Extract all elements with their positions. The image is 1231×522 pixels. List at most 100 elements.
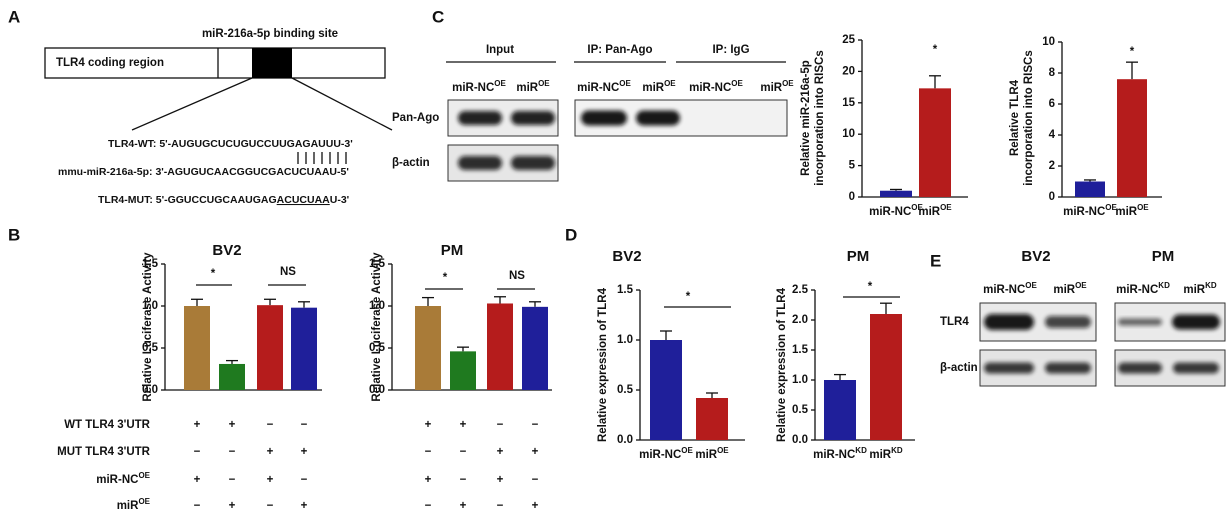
x-tick-label-base: miR xyxy=(918,206,940,218)
condition: − xyxy=(194,500,201,512)
y-axis-label: Relative expression of TLR4 xyxy=(776,287,788,442)
y-tick-label: 5 xyxy=(849,160,856,172)
band xyxy=(984,362,1034,374)
lane-label-sup: OE xyxy=(538,79,550,88)
y-tick-label: 0.0 xyxy=(142,384,158,396)
sequence: TLR4-MUT: 5'-GGUCCUGCAAUGAGACUCUAAU-3' xyxy=(98,194,349,206)
lane-label: miR-NCOE xyxy=(983,281,1037,296)
y-tick-label: 0 xyxy=(1049,191,1055,203)
y-tick-label: 1.5 xyxy=(617,284,634,296)
row-label: miR-NCOE xyxy=(96,471,150,486)
band xyxy=(636,110,680,126)
y-axis-label: Relative Luciferase Activity xyxy=(371,252,383,402)
bar xyxy=(696,398,728,440)
row-label: Pan-Ago xyxy=(392,112,439,124)
y-tick-label: 1.5 xyxy=(369,258,386,270)
condition: − xyxy=(497,500,504,512)
row-label-base: miR xyxy=(117,500,139,512)
significance: * xyxy=(933,44,938,56)
band xyxy=(1118,318,1162,326)
y-tick-label: 20 xyxy=(842,65,855,77)
y-tick-label: 0.5 xyxy=(369,342,386,354)
band xyxy=(458,111,502,125)
lane-label: miR-NCOE xyxy=(689,79,743,94)
significance: * xyxy=(868,281,873,293)
bar xyxy=(880,190,912,197)
chart-title: PM xyxy=(847,248,870,265)
significance: * xyxy=(686,291,691,303)
bar xyxy=(219,363,245,390)
x-tick-label-sup: KD xyxy=(891,446,903,455)
bar xyxy=(650,340,682,440)
y-tick-label: 4 xyxy=(1049,129,1056,141)
x-tick-label-sup: OE xyxy=(717,446,729,455)
gene-box xyxy=(44,47,386,79)
band xyxy=(511,156,555,170)
bar xyxy=(257,305,283,390)
lane-label-sup: OE xyxy=(664,79,676,88)
blot-title: PM xyxy=(1152,248,1175,265)
significance: * xyxy=(443,272,448,284)
condition: + xyxy=(497,446,504,458)
row-label-sup: OE xyxy=(138,471,150,480)
condition: + xyxy=(301,500,308,512)
condition: − xyxy=(460,446,467,458)
bar xyxy=(1075,181,1105,197)
condition: − xyxy=(532,474,539,486)
y-axis-label: incorporation into RISCs xyxy=(814,50,826,185)
condition: + xyxy=(425,474,432,486)
region-label: TLR4 coding region xyxy=(56,57,164,69)
y-tick-label: 0.5 xyxy=(142,342,159,354)
x-tick-label-base: miR-NC xyxy=(639,449,681,461)
x-tick-label: miR-NCKD xyxy=(813,446,867,461)
y-tick-label: 6 xyxy=(1049,98,1055,110)
lane-label: miROE xyxy=(642,79,676,94)
y-tick-label: 25 xyxy=(842,34,855,46)
condition: + xyxy=(267,446,274,458)
row-label-base: miR-NC xyxy=(96,474,138,486)
chart-title: BV2 xyxy=(212,242,241,259)
lane-label-base: miR-NC xyxy=(577,82,619,94)
y-axis-label: Relative miR-216a-5p xyxy=(800,60,812,176)
condition: + xyxy=(497,474,504,486)
condition: + xyxy=(229,500,236,512)
band xyxy=(1173,362,1219,374)
y-tick-label: 0 xyxy=(849,191,855,203)
blot-header: Input xyxy=(486,44,514,56)
chart-title: BV2 xyxy=(612,248,641,265)
y-tick-label: 10 xyxy=(842,128,855,140)
zoom-line xyxy=(291,77,393,131)
binding-site xyxy=(252,48,292,78)
condition: − xyxy=(267,419,274,431)
lane-label: miR-NCKD xyxy=(1116,281,1170,296)
lane-label: miROE xyxy=(760,79,794,94)
lane-label-base: miR-NC xyxy=(452,82,494,94)
bar xyxy=(870,314,902,440)
y-tick-label: 1.0 xyxy=(142,300,158,312)
lane-label-sup: KD xyxy=(1158,281,1170,290)
y-tick-label: 1.0 xyxy=(369,300,385,312)
blot-header: IP: IgG xyxy=(712,44,749,56)
x-tick-label: miR-NCOE xyxy=(639,446,693,461)
x-tick-label-sup: OE xyxy=(911,203,923,212)
blot-title: BV2 xyxy=(1021,248,1050,265)
bar xyxy=(1117,79,1147,197)
x-tick-label: miR-NCOE xyxy=(869,203,923,218)
condition: + xyxy=(194,474,201,486)
condition: − xyxy=(497,419,504,431)
lane-label-sup: OE xyxy=(782,79,794,88)
sequence-mutated: ACUCUAA xyxy=(277,194,330,206)
row-label: TLR4 xyxy=(940,316,969,328)
bar xyxy=(487,303,513,390)
y-tick-label: 1.0 xyxy=(617,334,633,346)
lane-label-sup: OE xyxy=(619,79,631,88)
condition: − xyxy=(267,500,274,512)
site-label: miR-216a-5p binding site xyxy=(202,28,338,40)
band xyxy=(1045,316,1091,328)
row-label-sup: OE xyxy=(138,497,150,506)
condition: + xyxy=(194,419,201,431)
x-tick-label-base: miR-NC xyxy=(869,206,911,218)
band xyxy=(1172,314,1220,330)
bar xyxy=(415,306,441,390)
y-tick-label: 0.0 xyxy=(617,434,633,446)
